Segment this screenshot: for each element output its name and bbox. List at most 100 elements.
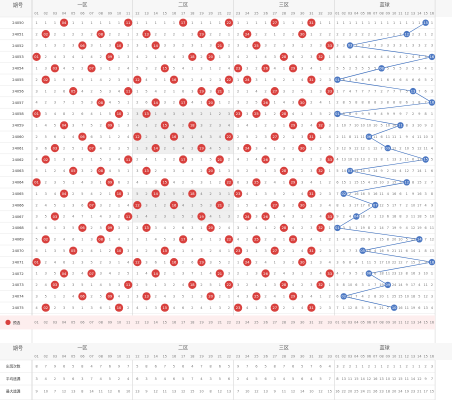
predict-blue-number: 02 <box>342 321 346 325</box>
red-miss-count: 4 <box>45 124 47 128</box>
red-ball <box>270 246 279 255</box>
red-miss-count: 1 <box>109 67 111 71</box>
red-miss-count: 5 <box>182 215 184 219</box>
red-miss-count: 1 <box>329 226 331 230</box>
red-miss-count: 1 <box>255 249 257 253</box>
blue-miss-count: 4 <box>374 249 376 253</box>
blue-miss-count: 1 <box>374 21 376 25</box>
red-ball <box>188 189 197 198</box>
red-ball-number: 10 <box>117 44 122 48</box>
stats-red-value: 7 <box>45 364 47 368</box>
top-red-number-header: 13 <box>144 12 148 16</box>
stats-red-number-header: 17 <box>181 355 185 359</box>
blue-miss-count: 1 <box>387 158 389 162</box>
red-ball <box>32 109 41 118</box>
stats-blue-value: 2 <box>406 364 408 368</box>
red-ball-number: 32 <box>318 124 323 128</box>
blue-miss-count: 1 <box>412 101 414 105</box>
stats-zone-label: 一区 <box>77 346 87 352</box>
stats-red-value: 14 <box>89 389 93 393</box>
red-miss-count: 4 <box>182 67 184 71</box>
red-ball <box>32 258 41 267</box>
red-ball-number: 22 <box>227 135 232 139</box>
blue-miss-count: 2 <box>399 146 401 150</box>
issue-label: 24071 <box>12 260 23 264</box>
blue-miss-count: 12 <box>360 146 364 150</box>
blue-miss-count: 17 <box>379 260 383 264</box>
red-miss-count: 4 <box>292 55 294 59</box>
red-ball <box>169 132 179 141</box>
red-miss-count: 4 <box>319 101 321 105</box>
red-ball-number: 01 <box>34 260 39 264</box>
red-miss-count: 3 <box>90 44 92 48</box>
blue-ball-number: 16 <box>430 55 435 59</box>
red-miss-count: 2 <box>63 44 65 48</box>
red-miss-count: 2 <box>54 238 56 242</box>
red-miss-count: 4 <box>237 158 239 162</box>
red-ball-number: 10 <box>117 192 122 196</box>
red-miss-count: 3 <box>283 146 285 150</box>
blue-miss-count: 1 <box>425 32 427 36</box>
red-miss-count: 3 <box>210 135 212 139</box>
blue-miss-count: 5 <box>406 89 408 93</box>
red-ball <box>87 269 96 278</box>
predict-row[interactable] <box>0 315 436 330</box>
red-ball-number: 25 <box>254 44 259 48</box>
blue-miss-count: 3 <box>412 124 414 128</box>
red-ball-number: 25 <box>254 238 259 242</box>
red-miss-count: 5 <box>246 135 248 139</box>
stats-red-value: 4 <box>164 377 166 381</box>
red-ball <box>96 235 105 244</box>
red-miss-count: 4 <box>228 67 230 71</box>
red-miss-count: 3 <box>274 124 276 128</box>
red-miss-count: 4 <box>145 78 147 82</box>
blue-ball <box>422 156 429 163</box>
blue-miss-count: 16 <box>392 192 396 196</box>
stats-red-value: 13 <box>227 389 231 393</box>
red-miss-count: 2 <box>301 169 303 173</box>
red-miss-count: 1 <box>319 135 321 139</box>
red-ball-number: 26 <box>263 215 268 219</box>
red-miss-count: 3 <box>35 89 37 93</box>
red-miss-count: 1 <box>319 295 321 299</box>
red-ball-number: 28 <box>282 226 287 230</box>
red-ball-number: 24 <box>245 146 250 150</box>
blue-miss-count: 1 <box>425 169 427 173</box>
red-ball <box>41 303 50 312</box>
red-ball <box>133 201 142 210</box>
blue-miss-count: 18 <box>417 215 421 219</box>
blue-miss-count: 6 <box>418 306 420 310</box>
blue-miss-count: 11 <box>354 135 358 139</box>
stats-red-number-header: 19 <box>199 355 203 359</box>
red-miss-count: 4 <box>136 124 138 128</box>
stats-blue-value: 3 <box>336 364 338 368</box>
red-miss-count: 4 <box>155 89 157 93</box>
red-miss-count: 3 <box>145 260 147 264</box>
red-miss-count: 3 <box>246 181 248 185</box>
stats-red-value: 2 <box>118 377 120 381</box>
blue-miss-count: 2 <box>380 32 382 36</box>
blue-miss-count: 1 <box>431 272 433 276</box>
blue-miss-count: 17 <box>354 203 358 207</box>
blue-miss-count: 2 <box>425 181 427 185</box>
red-ball-number: 03 <box>53 283 58 287</box>
red-miss-count: 1 <box>164 192 166 196</box>
top-red-number-header: 07 <box>89 12 93 16</box>
red-miss-count: 3 <box>228 169 230 173</box>
stats-blue-number-header: 09 <box>386 355 390 359</box>
blue-miss-count: 24 <box>392 283 396 287</box>
red-miss-count: 2 <box>63 295 65 299</box>
stats-red-value: 4 <box>246 377 248 381</box>
red-miss-count: 1 <box>310 32 312 36</box>
red-miss-count: 3 <box>109 158 111 162</box>
red-miss-count: 3 <box>182 192 184 196</box>
top-red-number-header: 21 <box>218 12 222 16</box>
red-miss-count: 3 <box>292 101 294 105</box>
red-miss-count: 3 <box>35 44 37 48</box>
stats-red-value: 11 <box>282 389 286 393</box>
red-ball <box>298 258 307 267</box>
red-miss-count: 2 <box>274 112 276 116</box>
stats-red-number-header: 23 <box>236 355 240 359</box>
red-miss-count: 4 <box>310 67 312 71</box>
predict-red-number: 09 <box>108 321 112 325</box>
